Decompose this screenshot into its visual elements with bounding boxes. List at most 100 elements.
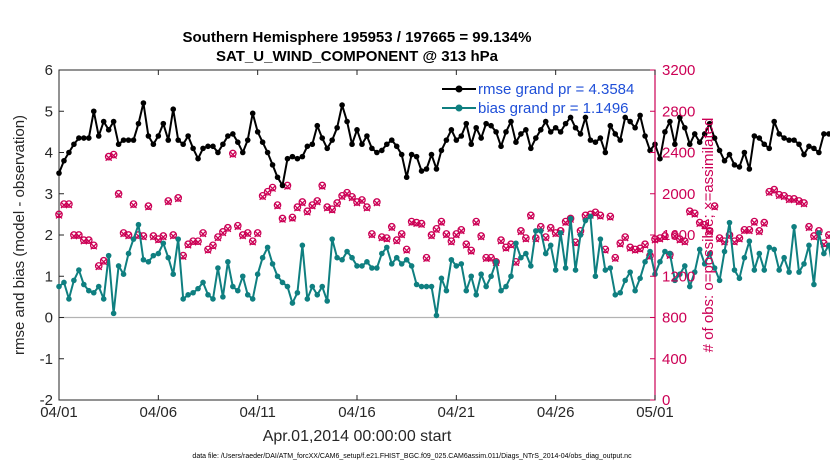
bias-point xyxy=(706,250,713,257)
obs-assimilated-point xyxy=(502,244,510,252)
y-right-tick-label: 2000 xyxy=(662,186,695,203)
rmse-point xyxy=(473,124,480,131)
bias-point xyxy=(597,236,604,242)
obs-possible-point xyxy=(129,200,138,208)
rmse-point xyxy=(528,145,534,152)
bias-point xyxy=(160,240,167,247)
rmse-point xyxy=(801,151,807,158)
rmse-point xyxy=(627,118,633,125)
rmse-point xyxy=(811,145,817,152)
rmse-point xyxy=(369,145,375,152)
bias-point xyxy=(627,269,633,275)
obs-assimilated-point xyxy=(696,220,704,228)
bias-point xyxy=(61,279,67,286)
rmse-point xyxy=(781,135,787,141)
obs-assimilated-point xyxy=(522,235,530,243)
obs-assimilated-point xyxy=(750,219,758,227)
rmse-point xyxy=(761,141,768,148)
rmse-point xyxy=(279,182,286,189)
obs-assimilated-point xyxy=(284,183,291,190)
obs-assimilated-point xyxy=(279,216,286,223)
bias-point xyxy=(364,259,370,265)
obs-possible-point xyxy=(621,233,630,241)
bias-point xyxy=(284,283,291,290)
obs-assimilated-point xyxy=(740,227,748,235)
obs-assimilated-point xyxy=(681,238,689,246)
obs-possible-point xyxy=(214,233,222,241)
obs-assimilated-point xyxy=(368,231,376,239)
obs-assimilated-point xyxy=(686,208,694,216)
rmse-point xyxy=(403,174,410,181)
legend-bias-marker xyxy=(455,104,463,112)
bias-point xyxy=(572,267,579,273)
bias-point xyxy=(369,265,375,271)
obs-assimilated-point xyxy=(433,226,440,234)
obs-assimilated-point xyxy=(229,151,237,159)
obs-possible-point xyxy=(169,231,178,239)
obs-assimilated-point xyxy=(55,211,63,219)
obs-assimilated-point xyxy=(214,234,222,242)
bias-series xyxy=(56,213,830,319)
rmse-point xyxy=(61,157,67,164)
obs-possible-point xyxy=(432,224,441,233)
obs-possible-point xyxy=(462,240,471,249)
bias-point xyxy=(667,250,673,257)
rmse-point xyxy=(81,135,87,141)
bias-point xyxy=(81,281,87,288)
rmse-point xyxy=(706,120,713,127)
obs-assimilated-point xyxy=(641,241,649,249)
bias-point xyxy=(175,236,181,242)
y-right-tick-label: 0 xyxy=(662,392,670,409)
obs-possible-point xyxy=(159,232,168,240)
rmse-point xyxy=(433,166,440,172)
obs-possible-point xyxy=(303,207,312,216)
y-left-tick-label: 6 xyxy=(45,62,53,79)
rmse-point xyxy=(309,141,316,148)
obs-assimilated-point xyxy=(621,234,629,242)
rmse-point xyxy=(230,131,236,137)
rmse-point xyxy=(736,164,743,170)
obs-assimilated-point xyxy=(269,185,277,193)
obs-assimilated-point xyxy=(100,258,108,266)
obs-assimilated-point xyxy=(825,232,830,240)
obs-assimilated-point xyxy=(442,231,450,239)
obs-assimilated-point xyxy=(70,232,78,240)
obs-assimilated-point xyxy=(373,199,381,207)
rmse-point xyxy=(587,137,594,143)
obs-assimilated-point xyxy=(318,183,326,190)
rmse-point xyxy=(746,166,753,172)
obs-assimilated-point xyxy=(437,219,445,227)
rmse-point xyxy=(344,118,350,125)
rmse-point xyxy=(354,127,360,133)
obs-assimilated-point xyxy=(338,193,346,201)
obs-possible-point xyxy=(343,188,351,197)
rmse-point xyxy=(741,149,748,156)
bias-point xyxy=(791,223,797,230)
obs-assimilated-point xyxy=(189,238,197,246)
footnote: data file: /Users/raeder/DAI/ATM_forcXX/… xyxy=(192,453,632,460)
x-tick-label: 04/21 xyxy=(438,404,476,421)
obs-assimilated-point xyxy=(244,230,252,238)
rmse-point xyxy=(428,151,435,158)
bias-point xyxy=(453,263,460,269)
obs-assimilated-point xyxy=(254,230,262,238)
obs-possible-point xyxy=(209,241,217,250)
rmse-point xyxy=(423,166,430,172)
obs-assimilated-point xyxy=(159,233,167,241)
obs-possible-point xyxy=(228,149,237,158)
obs-assimilated-point xyxy=(403,247,411,254)
y-left-tick-label: 3 xyxy=(45,186,53,203)
bias-point xyxy=(786,269,792,275)
obs-assimilated-point xyxy=(770,187,778,195)
rmse-point xyxy=(667,118,673,125)
obs-possible-point xyxy=(517,227,525,235)
rmse-point xyxy=(547,129,554,135)
rmse-point xyxy=(448,127,455,133)
obs-possible-point xyxy=(611,253,620,262)
rmse-point xyxy=(562,120,569,127)
obs-assimilated-point xyxy=(120,230,128,238)
rmse-point xyxy=(468,141,475,148)
bias-point xyxy=(537,228,544,234)
obs-assimilated-point xyxy=(591,209,599,217)
bias-point xyxy=(244,292,251,298)
